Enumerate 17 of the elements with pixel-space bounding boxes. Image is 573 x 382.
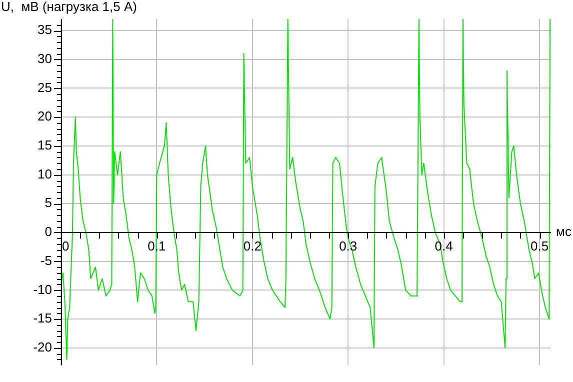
x-tick-label: 0.2 (243, 238, 262, 254)
y-tick-label: -5 (40, 252, 52, 268)
x-tick-label: 0 (62, 238, 70, 254)
y-tick-label: 30 (38, 50, 52, 66)
y-tick-label: -10 (33, 282, 52, 297)
x-axis-title: мс (556, 224, 572, 240)
y-tick-label: 20 (38, 108, 52, 124)
y-tick-label: 35 (38, 22, 52, 38)
x-tick-label: 0.5 (530, 238, 549, 254)
y-tick-label: 25 (38, 80, 52, 95)
y-tick-label: 15 (38, 138, 52, 153)
y-tick-label: -15 (33, 310, 52, 326)
y-tick-label: 10 (38, 166, 52, 182)
y-tick-label: 5 (44, 195, 52, 210)
y-axis-title: U, мВ (нагрузка 1,5 А) (1, 0, 137, 14)
y-tick-label: -20 (33, 339, 52, 354)
y-tick-label: 0 (44, 224, 52, 240)
